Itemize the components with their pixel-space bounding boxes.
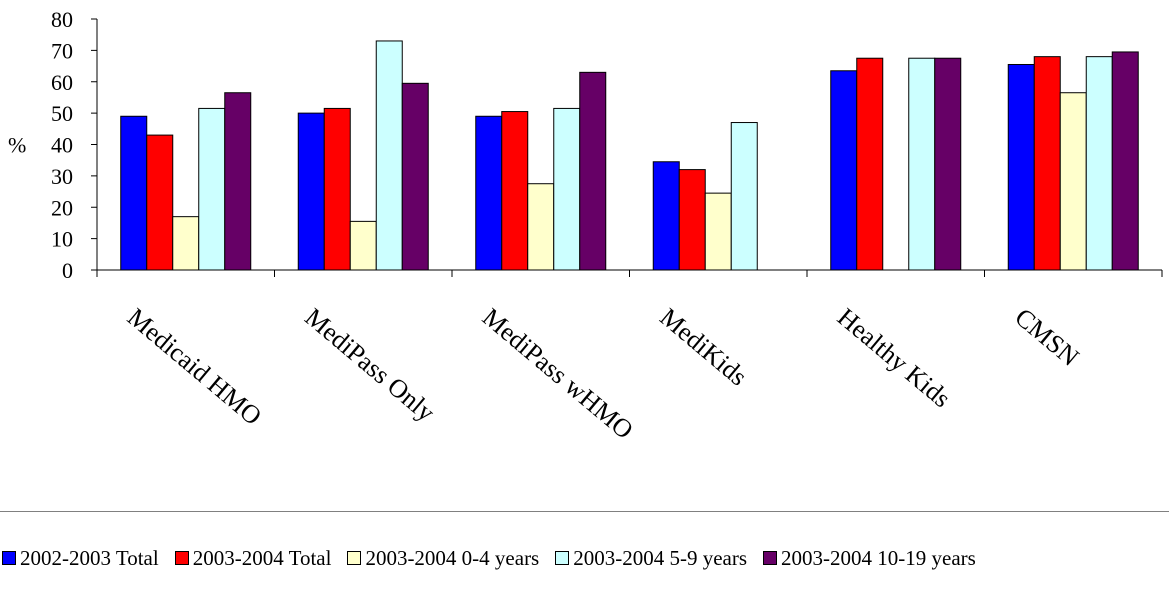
bar	[297, 112, 325, 271]
bar	[704, 192, 732, 271]
category-label: Medicaid HMO	[122, 302, 267, 431]
bars	[96, 40, 1163, 277]
y-tick-label: 60	[51, 70, 73, 95]
bar	[501, 111, 529, 271]
y-tick-label: 70	[51, 38, 73, 63]
bar	[678, 169, 706, 271]
bar	[172, 216, 200, 271]
bar	[934, 57, 962, 271]
bar	[120, 115, 148, 271]
bar	[1085, 56, 1113, 271]
legend-swatch	[2, 551, 16, 565]
bar	[579, 71, 607, 271]
y-tick-label: 50	[51, 101, 73, 126]
bar	[908, 57, 936, 271]
y-tick-label: 20	[51, 195, 73, 220]
legend-item: 2003-2004 Total	[174, 545, 332, 571]
bar	[1033, 56, 1061, 271]
bar	[1111, 51, 1139, 271]
category-label: CMSN	[1009, 302, 1084, 372]
y-axis-ticks: 0 10 20 30 40 50 60 70 80	[51, 7, 97, 283]
legend: 2002-2003 Total 2003-2004 Total 2003-2004 …	[0, 540, 1169, 576]
legend-item: 2002-2003 Total	[2, 546, 159, 571]
bar	[730, 122, 758, 271]
category-label: MediKids	[654, 302, 752, 391]
legend-label: 2003-2004 Total	[192, 545, 332, 570]
legend-swatch	[763, 551, 778, 565]
legend-item: 2003-2004 0-4 years	[347, 546, 539, 571]
y-tick-label: 10	[51, 227, 73, 252]
bar	[856, 57, 884, 271]
legend-swatch	[555, 551, 570, 565]
legend-label: 2002-2003 Total	[20, 545, 159, 570]
bar	[224, 92, 252, 271]
legend-label: 2003-2004 5-9 years	[573, 545, 748, 570]
bar-chart: 0 10 20 30 40 50 60 70 80 Medicaid HMO MediPass O…	[8, 7, 1163, 445]
bar	[198, 107, 226, 271]
legend-divider	[0, 511, 1169, 512]
category-labels: Medicaid HMO MediPass Only MediPass wHMO Me…	[122, 302, 1085, 444]
bar	[830, 70, 858, 271]
bar	[1059, 92, 1087, 271]
bar	[475, 115, 503, 271]
y-tick-label: 80	[51, 7, 73, 32]
category-label: Healthy Kids	[832, 302, 956, 413]
bar	[401, 82, 429, 271]
bar	[1007, 63, 1035, 271]
legend-label: 2003-2004 10-19 years	[781, 545, 976, 570]
legend-label: 2003-2004 0-4 years	[365, 545, 540, 570]
bar	[349, 220, 377, 271]
bar	[652, 161, 680, 271]
y-axis-title: %	[8, 133, 26, 158]
category-label: MediPass wHMO	[477, 302, 639, 444]
y-tick-label: 30	[51, 164, 73, 189]
bar	[553, 107, 581, 271]
bar	[375, 40, 403, 271]
legend-swatch	[347, 551, 362, 565]
legend-item: 2003-2004 5-9 years	[555, 546, 747, 571]
legend-item: 2003-2004 10-19 years	[763, 546, 976, 571]
y-tick-label: 0	[62, 258, 73, 283]
bar	[527, 183, 555, 271]
legend-swatch	[174, 551, 189, 565]
y-tick-label: 40	[51, 133, 73, 158]
category-label: MediPass Only	[299, 302, 440, 427]
bar	[146, 134, 174, 271]
bar	[323, 107, 351, 271]
